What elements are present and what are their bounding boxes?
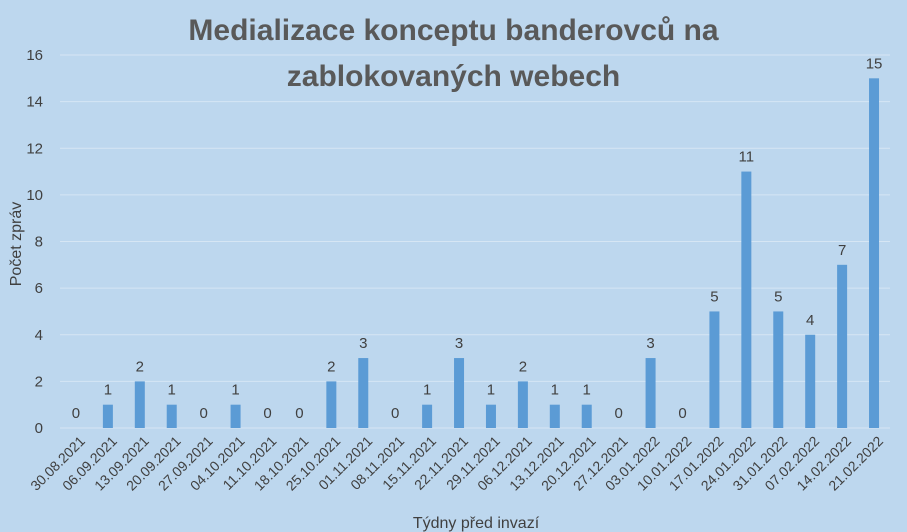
x-axis-label: Týdny před invazí xyxy=(413,515,540,532)
bar xyxy=(230,404,241,428)
bar xyxy=(454,358,465,428)
bar xyxy=(485,404,496,428)
data-label: 1 xyxy=(231,382,239,399)
data-label: 1 xyxy=(423,382,431,399)
chart-title-line-1: Medializace konceptu banderovců na xyxy=(188,14,719,47)
y-axis-ticks: 0 2 4 6 8 10 12 14 16 xyxy=(26,47,43,437)
bars xyxy=(102,78,880,428)
y-tick-label: 8 xyxy=(35,234,43,251)
data-label: 1 xyxy=(551,382,559,399)
data-label: 0 xyxy=(199,405,207,422)
bar xyxy=(741,171,752,428)
x-axis-ticks: 30.08.202106.09.202113.09.202120.09.2021… xyxy=(27,433,886,494)
data-label: 5 xyxy=(774,288,782,305)
bar xyxy=(134,381,145,428)
bar xyxy=(102,404,113,428)
y-axis-label: Počet zpráv xyxy=(8,202,25,286)
bar xyxy=(517,381,528,428)
data-label: 2 xyxy=(136,358,144,375)
y-tick-label: 2 xyxy=(35,373,43,390)
data-label: 5 xyxy=(710,288,718,305)
data-label: 0 xyxy=(391,405,399,422)
data-label: 0 xyxy=(72,405,80,422)
bar xyxy=(773,311,784,428)
bar xyxy=(549,404,560,428)
bar xyxy=(166,404,177,428)
y-tick-label: 14 xyxy=(26,94,43,111)
chart-title-line-2: zablokovaných webech xyxy=(286,60,621,93)
data-label: 0 xyxy=(295,405,303,422)
bar xyxy=(581,404,592,428)
bar xyxy=(709,311,720,428)
y-tick-label: 4 xyxy=(35,327,43,344)
data-label: 4 xyxy=(806,312,814,329)
data-label: 2 xyxy=(519,358,527,375)
bar xyxy=(837,264,848,428)
data-label: 1 xyxy=(583,382,591,399)
bar xyxy=(805,334,816,428)
data-label: 0 xyxy=(614,405,622,422)
bar xyxy=(326,381,337,428)
y-tick-label: 6 xyxy=(35,280,43,297)
y-tick-label: 16 xyxy=(26,47,43,64)
data-label: 15 xyxy=(866,55,883,72)
data-label: 0 xyxy=(678,405,686,422)
y-tick-label: 0 xyxy=(35,420,43,437)
bar xyxy=(645,358,656,428)
data-label: 2 xyxy=(327,358,335,375)
bar xyxy=(358,358,369,428)
y-tick-label: 10 xyxy=(26,187,43,204)
bar xyxy=(422,404,433,428)
y-tick-label: 12 xyxy=(26,140,43,157)
data-label: 7 xyxy=(838,242,846,259)
gridlines xyxy=(60,54,890,429)
data-label: 3 xyxy=(455,335,463,352)
data-label: 1 xyxy=(487,382,495,399)
data-label: 0 xyxy=(263,405,271,422)
data-label: 3 xyxy=(646,335,654,352)
data-label: 1 xyxy=(168,382,176,399)
data-label: 3 xyxy=(359,335,367,352)
data-label: 1 xyxy=(104,382,112,399)
data-label: 11 xyxy=(739,149,755,166)
bar xyxy=(869,78,880,428)
